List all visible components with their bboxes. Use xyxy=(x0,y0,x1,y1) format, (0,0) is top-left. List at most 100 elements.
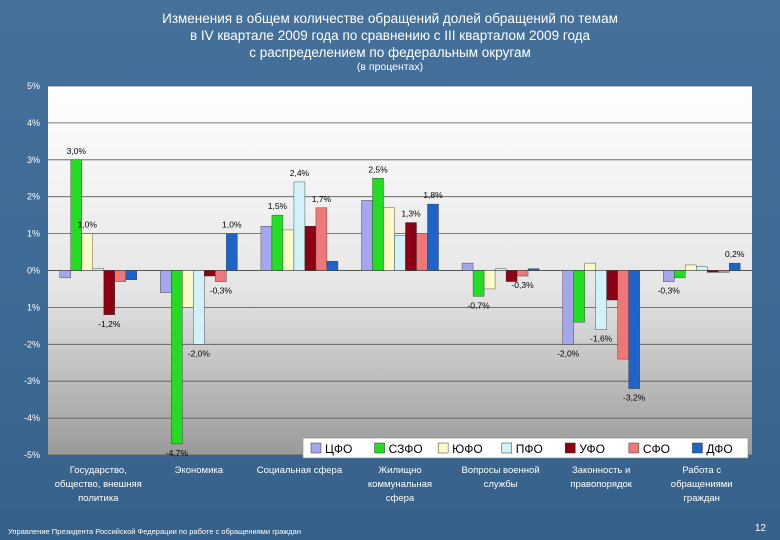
bar xyxy=(595,270,607,330)
category-label: службы xyxy=(484,479,518,490)
legend-entry: СФО xyxy=(643,442,670,456)
bar xyxy=(707,270,719,273)
bar xyxy=(516,270,529,277)
bar xyxy=(92,268,104,271)
bar xyxy=(372,178,384,271)
bar xyxy=(271,214,284,271)
bar xyxy=(628,270,640,389)
bar xyxy=(718,270,730,273)
bar xyxy=(685,264,697,271)
chart-subtitle: (в процентах) xyxy=(356,61,424,73)
category-label: обращениями xyxy=(671,479,733,490)
footer-text: Управление Президента Российской Федерац… xyxy=(8,527,301,536)
bar xyxy=(103,270,115,315)
legend-swatch xyxy=(565,442,576,454)
data-label: 1,0% xyxy=(78,220,98,230)
category-label: политика xyxy=(78,493,119,504)
legend-swatch xyxy=(628,442,640,454)
bar xyxy=(160,270,172,293)
bar xyxy=(171,270,183,445)
title-line-1: Изменения в общем количестве обращений д… xyxy=(162,11,618,26)
bar xyxy=(193,270,205,345)
bar xyxy=(282,229,295,271)
data-label: 1,7% xyxy=(312,194,332,204)
bar xyxy=(304,226,317,271)
bar xyxy=(617,270,629,360)
category-label: правопорядок xyxy=(570,479,633,490)
bar xyxy=(527,268,540,271)
category-label: Работа с xyxy=(682,465,721,476)
bar xyxy=(361,200,373,271)
bar xyxy=(494,268,507,271)
bar xyxy=(663,270,675,282)
data-label: -1,2% xyxy=(98,319,121,329)
bar xyxy=(293,181,306,271)
category-label: Вопросы военной xyxy=(462,465,540,476)
bar xyxy=(483,270,496,290)
category-label: Государство, xyxy=(70,465,127,476)
category-label: Законность и xyxy=(572,465,630,476)
legend-entry: ЦФО xyxy=(325,442,352,456)
data-label: -2,0% xyxy=(557,348,580,358)
bar xyxy=(461,262,474,271)
category-label: сфера xyxy=(386,493,415,504)
category-label: Жилищно xyxy=(378,465,421,476)
bar xyxy=(606,270,618,301)
bar xyxy=(204,270,216,277)
legend-entry: ДФО xyxy=(706,442,732,456)
title-line-2: в IV квартале 2009 года по сравнению с I… xyxy=(189,28,591,43)
y-tick-label: -5% xyxy=(24,450,40,460)
title-line-3: с распределением по федеральным округам xyxy=(249,45,531,60)
bar xyxy=(315,207,328,271)
bar xyxy=(729,262,741,271)
legend-swatch xyxy=(692,442,703,454)
bar xyxy=(416,233,428,271)
bar xyxy=(405,222,417,271)
y-tick-label: 1% xyxy=(27,302,40,312)
bar xyxy=(573,270,585,323)
y-tick-label: -2% xyxy=(24,339,40,349)
data-label: 1,0% xyxy=(222,220,242,230)
bar xyxy=(674,270,686,279)
category-label: Экономика xyxy=(175,465,224,476)
data-label: -0,3% xyxy=(210,286,233,296)
chart-title: Изменения в общем количестве обращений д… xyxy=(60,10,720,74)
data-label: 3,0% xyxy=(67,146,87,156)
y-tick-label: 3% xyxy=(27,155,40,165)
legend-entry: ЮФО xyxy=(452,442,483,456)
y-tick-label: 1% xyxy=(27,229,40,239)
data-label: -3,2% xyxy=(623,393,646,403)
y-tick-label: -3% xyxy=(24,376,40,386)
y-tick-label: -4% xyxy=(24,413,40,423)
bar xyxy=(215,270,227,282)
bar xyxy=(383,207,395,271)
bar xyxy=(226,233,238,271)
bar xyxy=(81,233,93,271)
data-label: 2,4% xyxy=(290,168,310,178)
legend-swatch xyxy=(310,442,322,454)
legend-entry: ПФО xyxy=(516,442,543,456)
data-label: -1,6% xyxy=(590,334,613,344)
bar xyxy=(70,159,82,271)
legend-entry: СЗФО xyxy=(389,442,423,456)
bar xyxy=(326,261,339,271)
category-label: граждан xyxy=(683,493,719,504)
bar xyxy=(696,266,708,271)
bar xyxy=(584,262,596,271)
y-tick-label: 0% xyxy=(27,266,40,276)
data-label: -2,0% xyxy=(188,348,211,358)
category-label: Социальная сфера xyxy=(257,465,343,476)
data-label: 1,8% xyxy=(423,190,443,200)
category-label: коммунальная xyxy=(368,479,432,490)
bar xyxy=(125,270,137,280)
bar xyxy=(562,270,574,345)
data-label: 1,3% xyxy=(401,209,421,219)
bar xyxy=(394,235,406,271)
data-label: 1,5% xyxy=(268,201,288,211)
legend-entry: УФО xyxy=(579,442,605,456)
data-label: 0,2% xyxy=(725,249,745,259)
data-label: -0,3% xyxy=(658,286,681,296)
bar xyxy=(472,270,485,297)
data-label: 2,5% xyxy=(368,164,388,174)
